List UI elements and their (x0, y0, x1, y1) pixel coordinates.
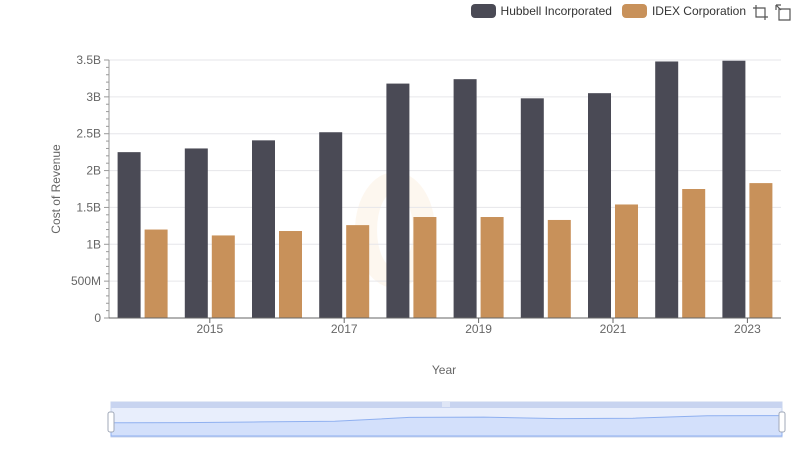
y-tick-label: 3B (86, 90, 101, 104)
bar-hubbell-2016 (252, 140, 275, 318)
legend-swatch-hubbell (470, 4, 496, 18)
y-tick-label: 0 (94, 311, 101, 325)
legend-swatch-idex (621, 4, 647, 18)
x-tick-label: 2019 (465, 322, 492, 336)
legend: Hubbell Incorporated IDEX Corporation (470, 4, 746, 18)
legend-item-hubbell[interactable]: Hubbell Incorporated (470, 4, 612, 18)
y-tick-label: 2B (86, 164, 101, 178)
bar-idex-2014 (144, 229, 168, 318)
x-tick-label: 2017 (331, 322, 358, 336)
restore-icon[interactable] (775, 4, 792, 21)
bar-idex-2016 (279, 231, 302, 318)
x-tick-label: 2015 (196, 322, 223, 336)
bar-hubbell-2019 (453, 79, 477, 318)
bar-idex-2023 (749, 183, 773, 318)
bar-hubbell-2022 (655, 61, 679, 319)
slider-handle-right[interactable] (778, 411, 786, 433)
data-zoom-slider[interactable] (107, 401, 786, 438)
bar-idex-2021 (615, 204, 638, 318)
x-axis-title: Year (432, 363, 456, 377)
y-tick-label: 3.5B (76, 53, 101, 67)
bar-hubbell-2017 (319, 132, 343, 318)
legend-label-idex: IDEX Corporation (651, 4, 746, 18)
bar-hubbell-2020 (520, 98, 544, 319)
slider-handle-left[interactable] (107, 411, 115, 433)
zoom-icon[interactable] (752, 4, 769, 21)
x-tick-label: 2023 (734, 322, 761, 336)
y-tick-label: 2.5B (76, 127, 101, 141)
y-axis-title: Cost of Revenue (49, 144, 63, 234)
slider-grip[interactable] (442, 402, 450, 407)
legend-label-hubbell: Hubbell Incorporated (500, 4, 612, 18)
bar-idex-2020 (547, 219, 571, 318)
bar-idex-2017 (346, 225, 370, 318)
bar-hubbell-2021 (588, 93, 611, 319)
legend-item-idex[interactable]: IDEX Corporation (621, 4, 746, 18)
x-tick-label: 2021 (600, 322, 627, 336)
bar-hubbell-2014 (117, 152, 141, 318)
bar-idex-2019 (480, 217, 504, 318)
bar-hubbell-2018 (386, 83, 410, 319)
y-tick-label: 1B (86, 237, 101, 251)
toolbox (752, 4, 792, 21)
bar-idex-2015 (211, 235, 235, 318)
y-tick-label: 1.5B (76, 200, 101, 214)
bar-hubbell-2015 (184, 148, 208, 318)
y-tick-label: 500M (71, 274, 101, 288)
bar-idex-2018 (413, 217, 437, 318)
bar-idex-2022 (682, 189, 706, 318)
bar-hubbell-2023 (722, 60, 746, 318)
